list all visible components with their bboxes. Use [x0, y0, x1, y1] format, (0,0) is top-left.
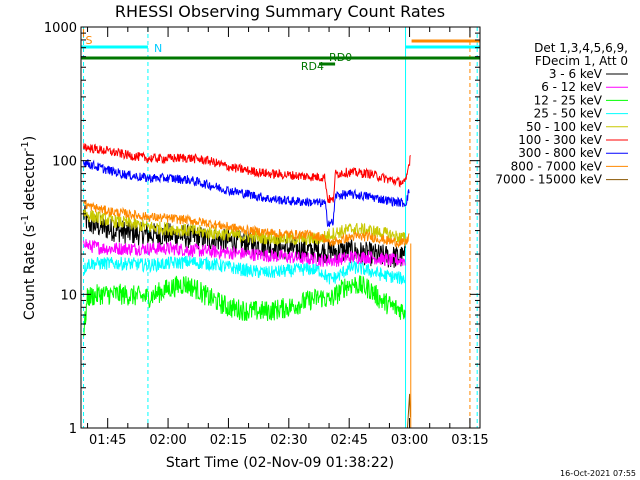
axis-ticks: 01:45 02:00 02:15 02:30 02:45 03:00 03:15 1 10 10… — [44, 21, 489, 448]
legend-label: 6 - 12 keV — [541, 80, 603, 94]
y-tick-label: 100 — [52, 155, 77, 170]
x-tick-label: 03:00 — [391, 433, 428, 448]
series-line — [407, 393, 411, 429]
y-label-main: Count Rate (s — [22, 225, 38, 320]
y-label-end: ) — [22, 136, 38, 141]
footer-date: 16-Oct-2021 07:55 — [560, 469, 636, 478]
plot-area: NRD0RD4IS — [81, 27, 480, 429]
legend-label: 50 - 100 keV — [526, 120, 603, 134]
legend-label: 800 - 7000 keV — [511, 159, 603, 173]
x-tick-label: 02:45 — [330, 433, 367, 448]
x-tick-label: 03:15 — [451, 433, 488, 448]
x-tick-label: 02:15 — [210, 433, 247, 448]
legend-label: 12 - 25 keV — [534, 93, 603, 107]
night-flag-label: N — [154, 42, 162, 55]
plot-frame — [80, 26, 481, 429]
y-tick-label: 1000 — [44, 21, 77, 36]
y-label-mid: detector — [22, 151, 38, 215]
y-tick-label: 1 — [69, 422, 77, 437]
y-label-sup2: -1 — [20, 141, 31, 151]
x-tick-label: 01:45 — [89, 433, 126, 448]
legend-label: 7000 - 15000 keV — [495, 173, 602, 187]
series-line — [83, 199, 410, 249]
rd0-flag-label: RD0 — [329, 51, 352, 64]
x-tick-label: 02:00 — [149, 433, 186, 448]
chart-title: RHESSI Observing Summary Count Rates — [115, 2, 445, 21]
legend-label: 300 - 800 keV — [518, 146, 602, 160]
s-flag-label: S — [86, 34, 93, 47]
series-line — [83, 143, 411, 204]
legend-label: 25 - 50 keV — [534, 107, 603, 121]
y-label-sup1: -1 — [20, 215, 31, 225]
series-line — [83, 239, 406, 267]
y-tick-label: 10 — [60, 288, 77, 303]
y-axis-label: Count Rate (s-1 detector-1) — [20, 136, 38, 320]
legend-header-2: FDecim 1, Att 0 — [535, 54, 628, 68]
rd4-flag-label: RD4 — [301, 60, 324, 73]
legend-label: 100 - 300 keV — [518, 133, 602, 147]
series-line — [83, 159, 410, 227]
series-line — [83, 208, 406, 247]
legend-header-1: Det 1,3,4,5,6,9, — [534, 41, 628, 55]
legend-label: 3 - 6 keV — [549, 67, 603, 81]
x-axis-label: Start Time (02-Nov-09 01:38:22) — [166, 455, 394, 471]
series-line — [83, 275, 406, 337]
legend: Det 1,3,4,5,6,9, FDecim 1, Att 0 3 - 6 k… — [495, 41, 628, 187]
series-line — [83, 255, 406, 285]
x-tick-label: 02:30 — [270, 433, 307, 448]
